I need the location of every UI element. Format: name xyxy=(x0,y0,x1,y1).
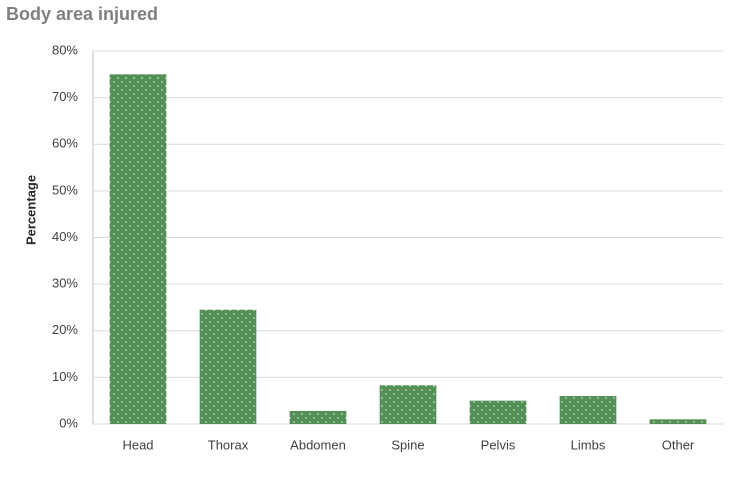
y-tick-label: 0% xyxy=(59,415,78,430)
y-tick-label: 70% xyxy=(52,89,78,104)
bar xyxy=(559,396,617,424)
y-tick-label: 50% xyxy=(52,182,78,197)
bar xyxy=(649,419,707,424)
x-tick-label: Limbs xyxy=(571,437,606,452)
x-tick-label: Abdomen xyxy=(290,437,346,452)
bar xyxy=(469,400,527,424)
y-axis-title: Percentage xyxy=(23,175,38,245)
x-tick-label: Pelvis xyxy=(481,437,516,452)
bar xyxy=(109,74,167,424)
bar xyxy=(379,385,437,424)
x-tick-label: Other xyxy=(662,437,695,452)
y-tick-label: 10% xyxy=(52,369,78,384)
y-tick-label: 60% xyxy=(52,136,78,151)
y-tick-label: 80% xyxy=(52,42,78,57)
y-tick-label: 30% xyxy=(52,276,78,291)
x-tick-label: Head xyxy=(122,437,153,452)
x-tick-label: Spine xyxy=(391,437,424,452)
y-tick-label: 20% xyxy=(52,322,78,337)
bar xyxy=(199,309,257,424)
bar xyxy=(289,410,347,424)
chart-title: Body area injured xyxy=(6,4,158,24)
x-tick-label: Thorax xyxy=(208,437,249,452)
y-tick-label: 40% xyxy=(52,229,78,244)
